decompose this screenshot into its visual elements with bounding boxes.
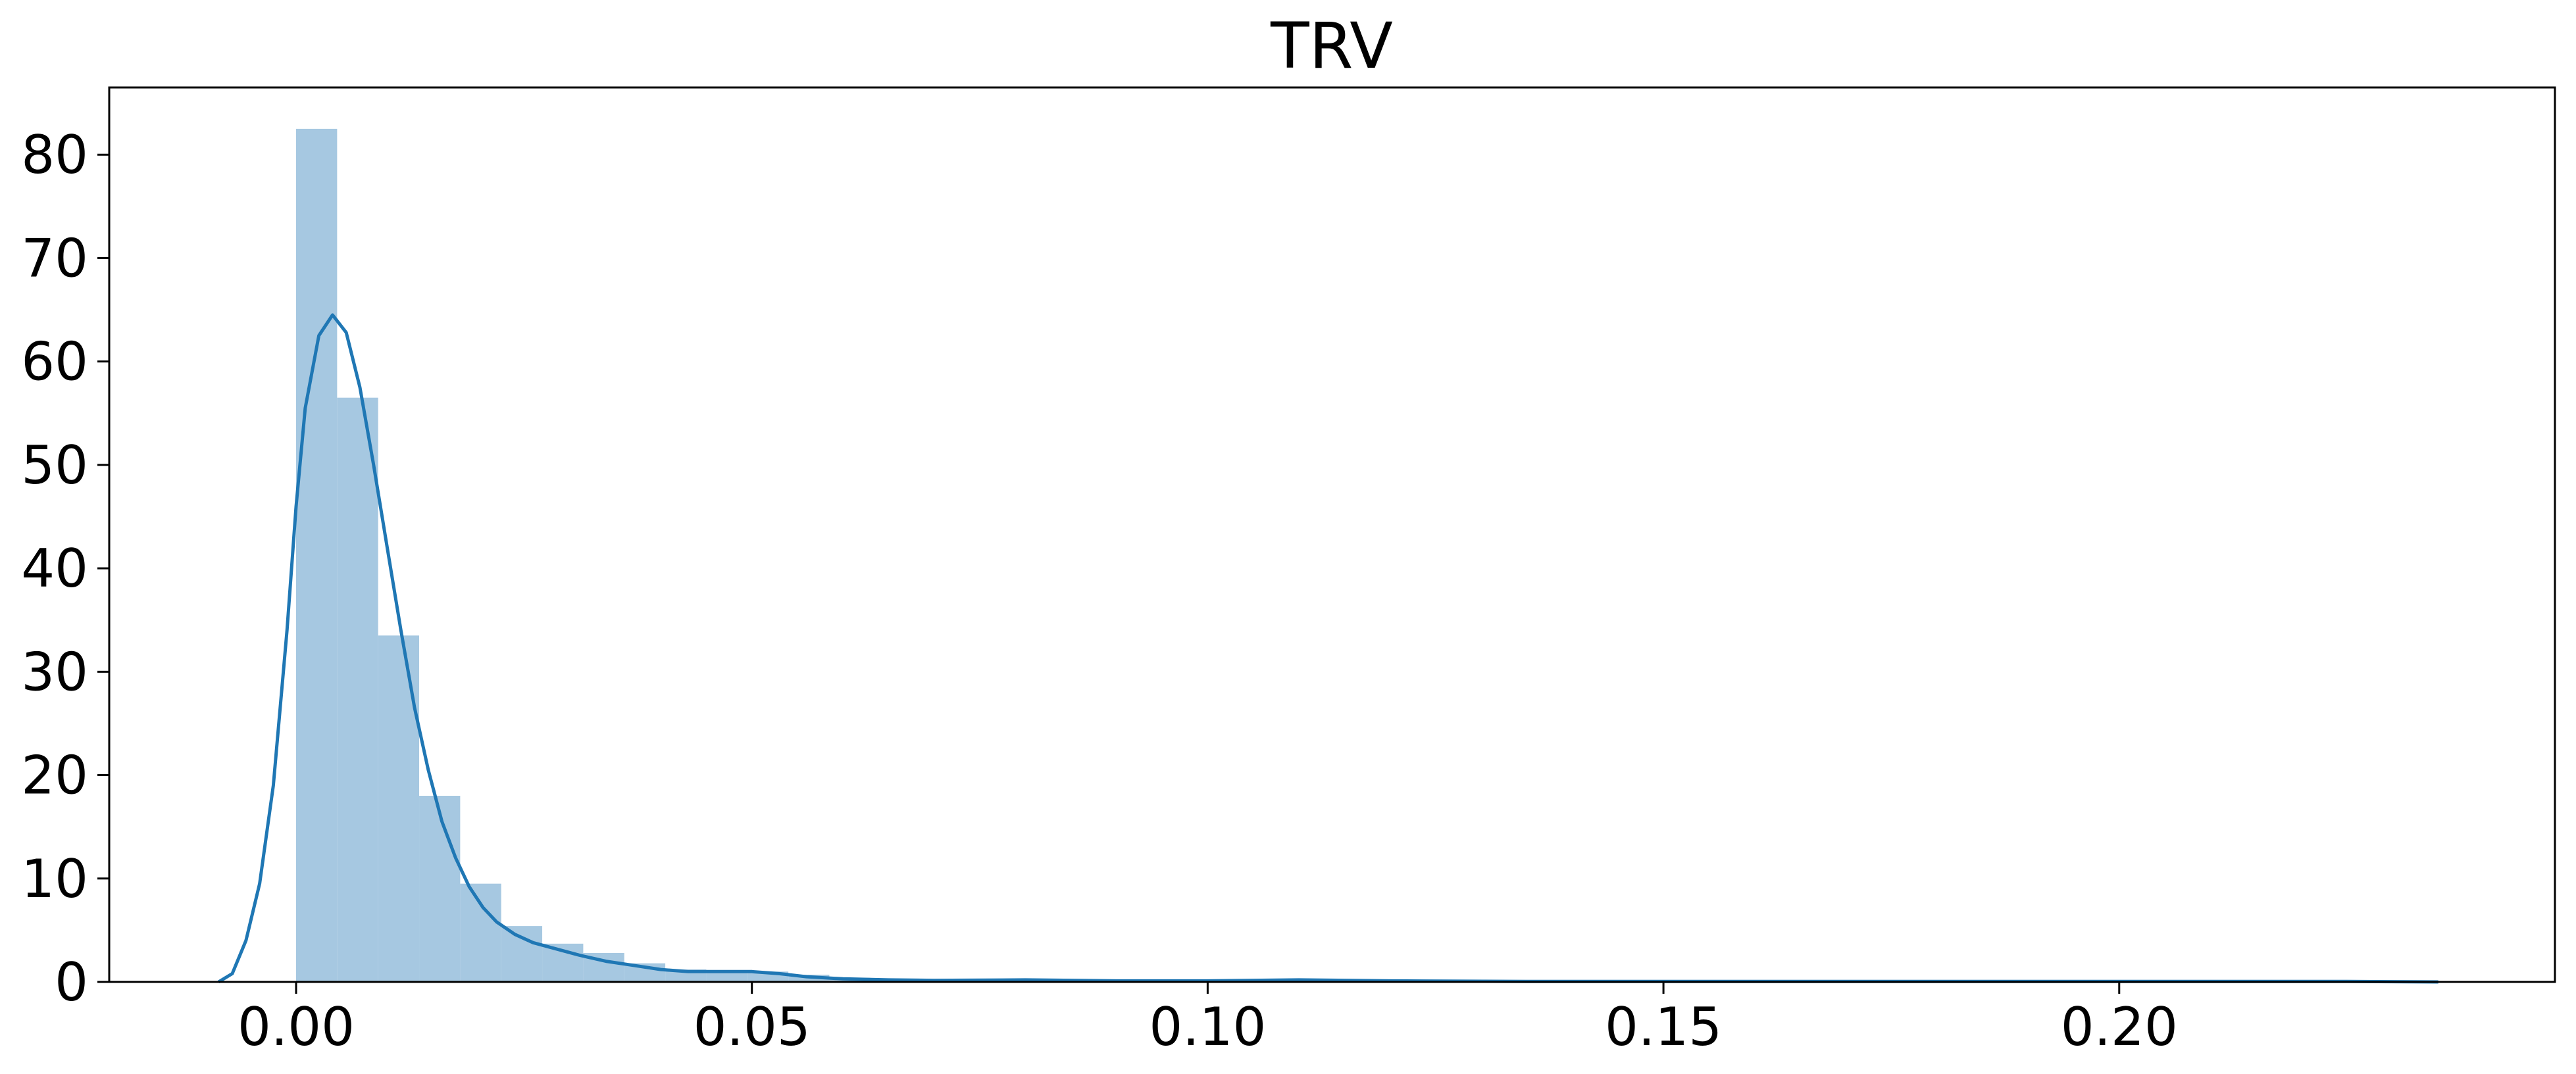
y-tick-label-5: 50 xyxy=(21,435,88,496)
x-tick-label-3: 0.15 xyxy=(1605,996,1722,1058)
y-tick-label-8: 80 xyxy=(21,124,88,185)
y-axis-ticks: 0 10 20 30 40 50 60 70 80 xyxy=(21,124,109,1013)
histogram-bar-10 xyxy=(706,972,747,982)
x-tick-label-1: 0.05 xyxy=(694,996,811,1058)
x-tick-label-4: 0.20 xyxy=(2061,996,2178,1058)
chart-title: TRV xyxy=(1270,9,1393,83)
y-tick-label-0: 0 xyxy=(55,952,88,1013)
histogram-bar-2 xyxy=(378,635,420,982)
y-tick-label-4: 40 xyxy=(21,538,88,599)
histogram-bar-4 xyxy=(460,883,501,982)
y-tick-label-1: 10 xyxy=(21,848,88,910)
x-tick-label-0: 0.00 xyxy=(238,996,355,1058)
histogram-bar-0 xyxy=(296,128,338,983)
histogram-bar-1 xyxy=(337,397,378,982)
plot-frame xyxy=(108,86,2556,983)
x-axis-ticks: 0.00 0.05 0.10 0.15 0.20 xyxy=(238,982,2178,1058)
x-tick-label-2: 0.10 xyxy=(1149,996,1266,1058)
kde-line xyxy=(217,313,2438,984)
histogram-bar-5 xyxy=(501,926,543,982)
y-tick-label-2: 20 xyxy=(21,745,88,806)
y-tick-label-7: 70 xyxy=(21,228,88,289)
histogram-bars xyxy=(296,128,2429,983)
histogram-bar-3 xyxy=(419,795,461,982)
y-tick-label-6: 60 xyxy=(21,331,88,393)
y-tick-label-3: 30 xyxy=(21,641,88,702)
